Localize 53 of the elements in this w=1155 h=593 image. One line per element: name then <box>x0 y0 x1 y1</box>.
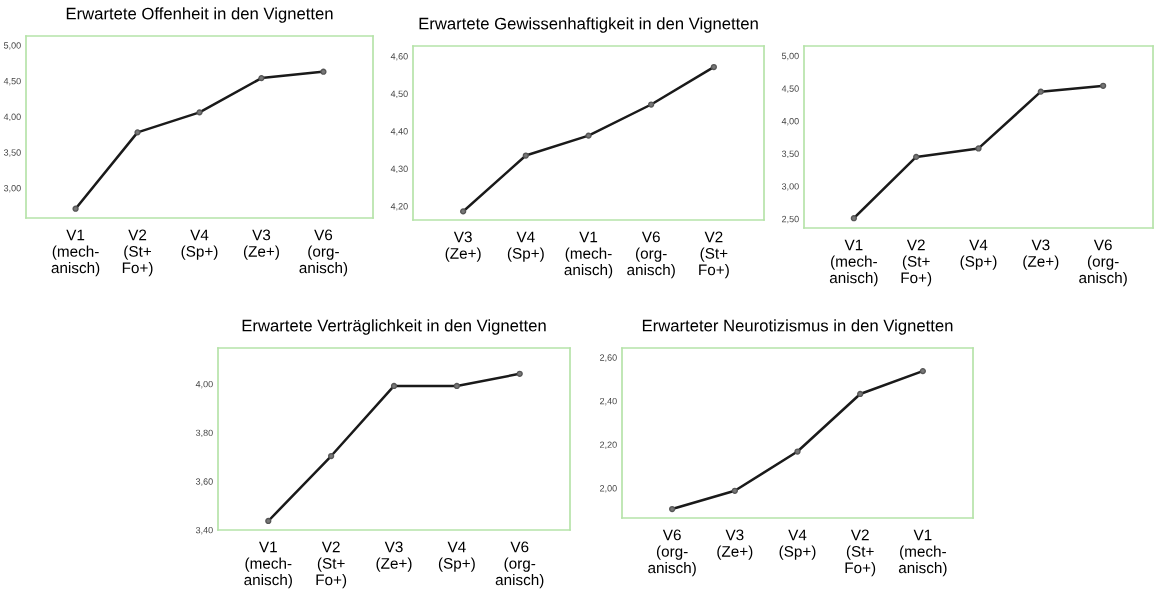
x-tick-label: V4 (Sp+) <box>960 239 997 270</box>
y-tick-label: 2,40 <box>600 397 617 406</box>
x-tick-label: V1 (mech- anisch) <box>244 541 292 589</box>
y-tick-label: 4,40 <box>390 128 408 136</box>
x-tick-label: V4 (Sp+) <box>507 231 544 262</box>
y-tick-label: 4,60 <box>390 53 408 61</box>
y-tick-label: 3,00 <box>3 184 21 193</box>
x-tick-label: V1 (mech- anisch) <box>829 239 878 287</box>
x-tick-label: V3 (Ze+) <box>376 541 412 572</box>
y-tick-label: 2,00 <box>600 485 617 493</box>
y-tick-label: 2,20 <box>600 441 617 449</box>
y-tick-label: 3,00 <box>781 183 799 191</box>
x-tick-label: V2 (St+ Fo+) <box>845 529 876 577</box>
x-tick-label: V1 (mech- anisch) <box>898 529 947 577</box>
x-tick-label: V6 (org- anisch) <box>299 229 348 277</box>
x-tick-label: V2 (St+ Fo+) <box>316 541 347 589</box>
y-tick-label: 4,30 <box>390 165 408 174</box>
y-tick-label: 3,60 <box>195 478 213 486</box>
y-tick-label: 4,00 <box>781 117 799 126</box>
y-tick-label: 2,60 <box>600 354 617 362</box>
y-tick-label: 5,00 <box>781 52 799 61</box>
chart-title: Erwartete Gewissenhaftigkeit in den Vignetten <box>419 17 758 33</box>
x-tick-label: V2 (St+ Fo+) <box>699 231 729 279</box>
y-tick-label: 5,00 <box>3 42 21 50</box>
x-tick-label: V4 (Sp+) <box>438 541 475 572</box>
x-tick-label: V1 (mech- anisch) <box>51 229 100 277</box>
y-tick-label: 3,40 <box>195 526 213 535</box>
chart-title: Erwartete Verträglichkeit in den Vignetten <box>242 319 546 335</box>
y-tick-label: 3,50 <box>781 150 799 159</box>
x-tick-label: V6 (org- anisch) <box>648 529 696 577</box>
x-tick-label: V6 (org- anisch) <box>1079 239 1127 287</box>
x-tick-label: V1 (mech- anisch) <box>564 231 613 279</box>
chart-title: Erwarteter Neurotizismus in den Vignetten <box>642 319 953 335</box>
y-tick-label: 4,20 <box>390 203 408 211</box>
x-tick-label: V3 (Ze+) <box>445 231 481 262</box>
x-tick-label: V3 (Ze+) <box>1023 239 1059 270</box>
x-tick-label: V3 (Ze+) <box>243 229 279 260</box>
y-tick-label: 3,80 <box>195 429 213 438</box>
x-tick-label: V4 (Sp+) <box>181 229 218 260</box>
y-tick-label: 2,50 <box>782 215 799 224</box>
x-tick-label: V6 (org- anisch) <box>627 231 675 279</box>
y-tick-label: 4,00 <box>195 380 213 389</box>
x-tick-label: V2 (St+ Fo+) <box>122 229 153 277</box>
x-tick-label: V3 (Ze+) <box>717 529 753 560</box>
y-tick-label: 3,50 <box>3 149 21 157</box>
x-tick-label: V6 (org- anisch) <box>495 541 544 589</box>
x-tick-label: V2 (St+ Fo+) <box>901 239 932 287</box>
y-tick-label: 4,50 <box>3 77 21 86</box>
y-tick-label: 4,50 <box>781 85 799 93</box>
y-tick-label: 4,00 <box>3 113 21 122</box>
x-tick-label: V4 (Sp+) <box>779 529 816 560</box>
y-tick-label: 4,50 <box>390 90 408 99</box>
chart-title: Erwartete Offenheit in den Vignetten <box>66 7 333 23</box>
